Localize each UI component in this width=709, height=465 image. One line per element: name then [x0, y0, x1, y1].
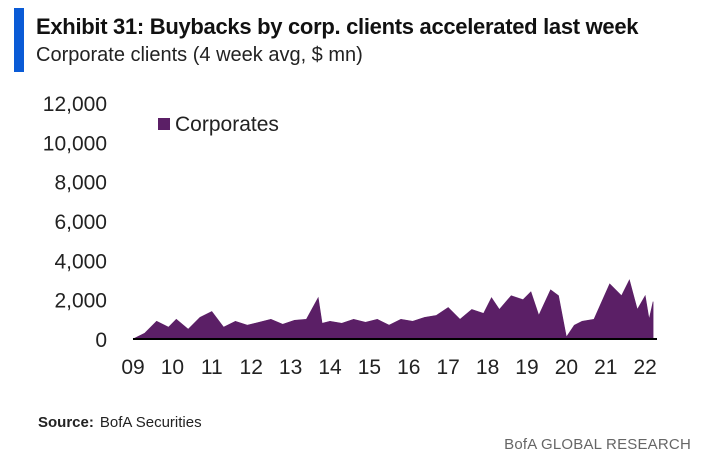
x-tick-label: 12 [240, 356, 263, 379]
x-axis-ticks: 09 10 11 12 13 14 15 16 17 18 19 20 21 22 [121, 356, 657, 379]
brand-footer: BofA GLOBAL RESEARCH [504, 436, 691, 453]
legend: Corporates [158, 113, 279, 136]
y-axis-ticks: 0 2,000 4,000 6,000 8,000 10,000 12,000 [43, 93, 107, 352]
x-tick-label: 22 [634, 356, 657, 379]
x-tick-label: 21 [594, 356, 617, 379]
x-tick-label: 17 [437, 356, 460, 379]
x-tick-label: 16 [397, 356, 420, 379]
x-tick-label: 15 [358, 356, 381, 379]
source-note: Source: BofA Securities [38, 414, 202, 431]
source-label: Source: [38, 414, 94, 431]
x-tick-label: 11 [201, 356, 223, 379]
legend-label-corporates: Corporates [175, 113, 279, 136]
y-tick-label: 10,000 [43, 132, 107, 155]
chart-subtitle: Corporate clients (4 week avg, $ mn) [36, 44, 363, 66]
x-tick-label: 09 [121, 356, 144, 379]
x-tick-label: 13 [279, 356, 302, 379]
y-tick-label: 2,000 [54, 290, 107, 313]
x-tick-label: 10 [161, 356, 184, 379]
x-tick-label: 14 [318, 356, 342, 379]
y-tick-label: 4,000 [54, 250, 107, 273]
x-tick-label: 19 [515, 356, 538, 379]
chart: 0 2,000 4,000 6,000 8,000 10,000 12,000 09 10 11… [43, 93, 657, 379]
series-area-corporates [132, 279, 654, 340]
y-tick-label: 6,000 [54, 211, 107, 234]
y-tick-label: 8,000 [54, 172, 107, 195]
series-layer [132, 279, 654, 340]
source-value: BofA Securities [99, 414, 202, 431]
legend-swatch [158, 118, 170, 130]
y-tick-label: 12,000 [43, 93, 107, 116]
chart-title: Exhibit 31: Buybacks by corp. clients ac… [36, 14, 639, 39]
y-tick-label: 0 [95, 329, 107, 352]
x-tick-label: 20 [555, 356, 578, 379]
x-tick-label: 18 [476, 356, 499, 379]
accent-bar [14, 8, 24, 72]
